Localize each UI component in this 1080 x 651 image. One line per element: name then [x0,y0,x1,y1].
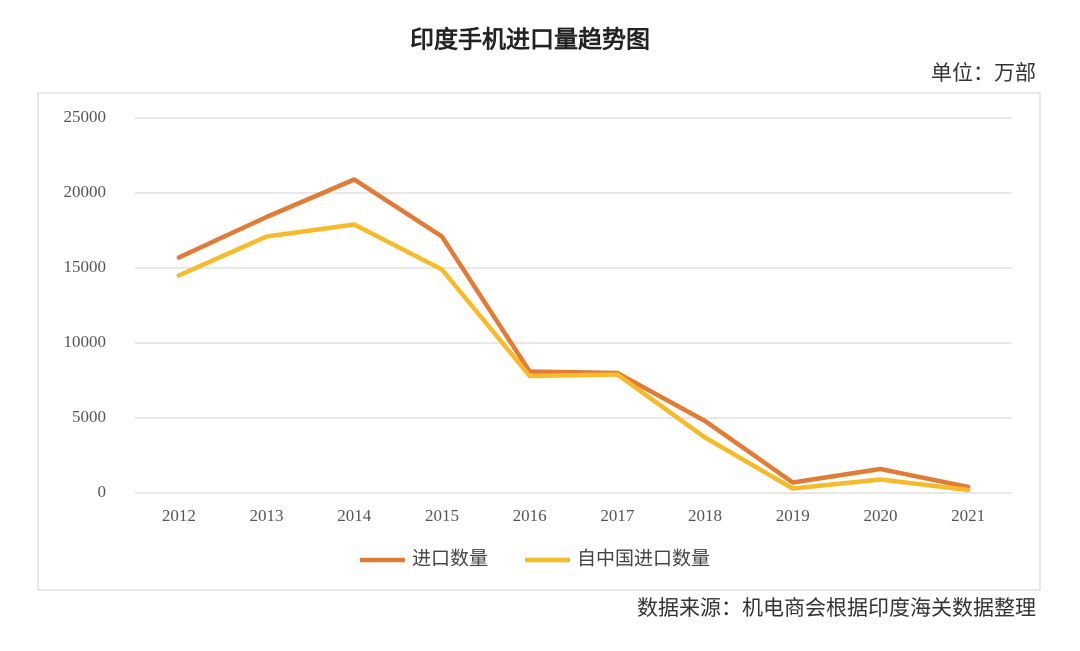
x-tick-label: 2019 [776,506,810,525]
y-tick-label: 5000 [72,407,106,426]
y-tick-label: 15000 [64,257,107,276]
x-tick-label: 2017 [600,506,635,525]
unit-note: 单位：万部 [931,61,1036,85]
chart-frame [37,92,1041,591]
x-tick-label: 2020 [863,506,897,525]
y-tick-label: 10000 [64,332,107,351]
x-tick-label: 2014 [337,506,372,525]
y-tick-label: 20000 [64,182,107,201]
x-tick-label: 2015 [425,506,459,525]
x-tick-label: 2016 [513,506,547,525]
source-note: 数据来源：机电商会根据印度海关数据整理 [637,596,1036,620]
y-tick-label: 25000 [64,107,107,126]
chart-title: 印度手机进口量趋势图 [410,26,650,54]
x-tick-label: 2013 [250,506,284,525]
legend-label: 自中国进口数量 [577,547,710,569]
x-tick-label: 2021 [951,506,985,525]
legend-label: 进口数量 [412,547,488,569]
y-tick-label: 0 [98,482,107,501]
x-tick-label: 2018 [688,506,722,525]
data-line [176,177,971,490]
x-tick-label: 2012 [162,506,196,525]
data-line [176,222,971,493]
